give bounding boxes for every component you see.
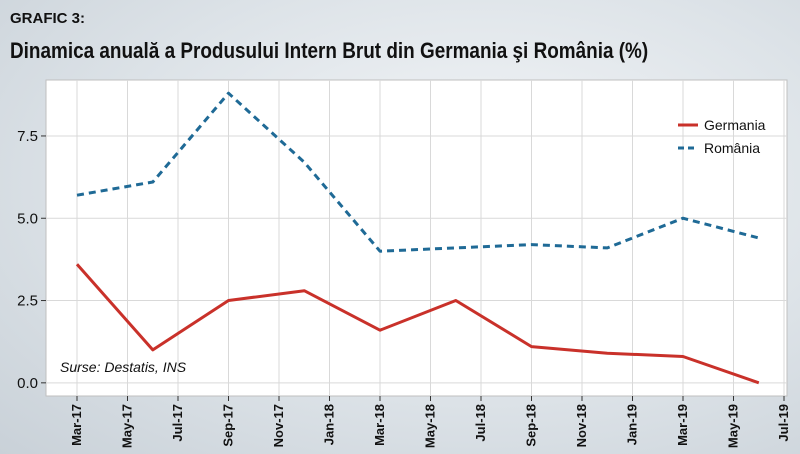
- source-note: Surse: Destatis, INS: [60, 359, 187, 375]
- x-tick-label: May-19: [726, 404, 741, 448]
- y-tick-label: 7.5: [17, 128, 38, 145]
- x-tick-label: Jul-17: [170, 404, 185, 442]
- legend-label-romania: România: [704, 140, 760, 156]
- gridlines: [46, 80, 787, 396]
- x-tick-label: Jan-19: [625, 404, 640, 445]
- x-tick-label: Jul-19: [776, 404, 791, 442]
- y-tick-label: 0.0: [17, 375, 38, 392]
- y-tick-label: 2.5: [17, 293, 38, 310]
- chart-title: Dinamica anuală a Produsului Intern Brut…: [10, 38, 649, 63]
- axes: 0.0 2.5 5.0 7.5 Mar-17 May-17 Jul-17 Sep-17 Nov-…: [17, 128, 791, 448]
- plot-area: [45, 79, 788, 397]
- x-tick-label: Sep-18: [524, 404, 539, 447]
- x-tick-label: Sep-17: [221, 404, 236, 447]
- x-tick-label: Jan-18: [322, 404, 337, 445]
- series-line-germania: [75, 263, 760, 385]
- y-tick-label: 5.0: [17, 210, 38, 227]
- x-tick-label: Nov-17: [271, 404, 286, 447]
- x-tick-label: May-17: [120, 404, 135, 448]
- figure-tag: GRAFIC 3:: [10, 10, 85, 27]
- x-tick-label: Nov-18: [574, 404, 589, 447]
- legend-label-germania: Germania: [704, 117, 766, 133]
- x-tick-label: May-18: [423, 404, 438, 448]
- x-tick-label: Mar-19: [675, 404, 690, 446]
- x-tick-label: Mar-18: [372, 404, 387, 446]
- x-tick-label: Jul-18: [473, 404, 488, 442]
- x-tick-label: Mar-17: [69, 404, 84, 446]
- series-lines: [75, 91, 760, 385]
- legend: Germania România: [678, 117, 766, 156]
- series-line-romania: [76, 91, 760, 253]
